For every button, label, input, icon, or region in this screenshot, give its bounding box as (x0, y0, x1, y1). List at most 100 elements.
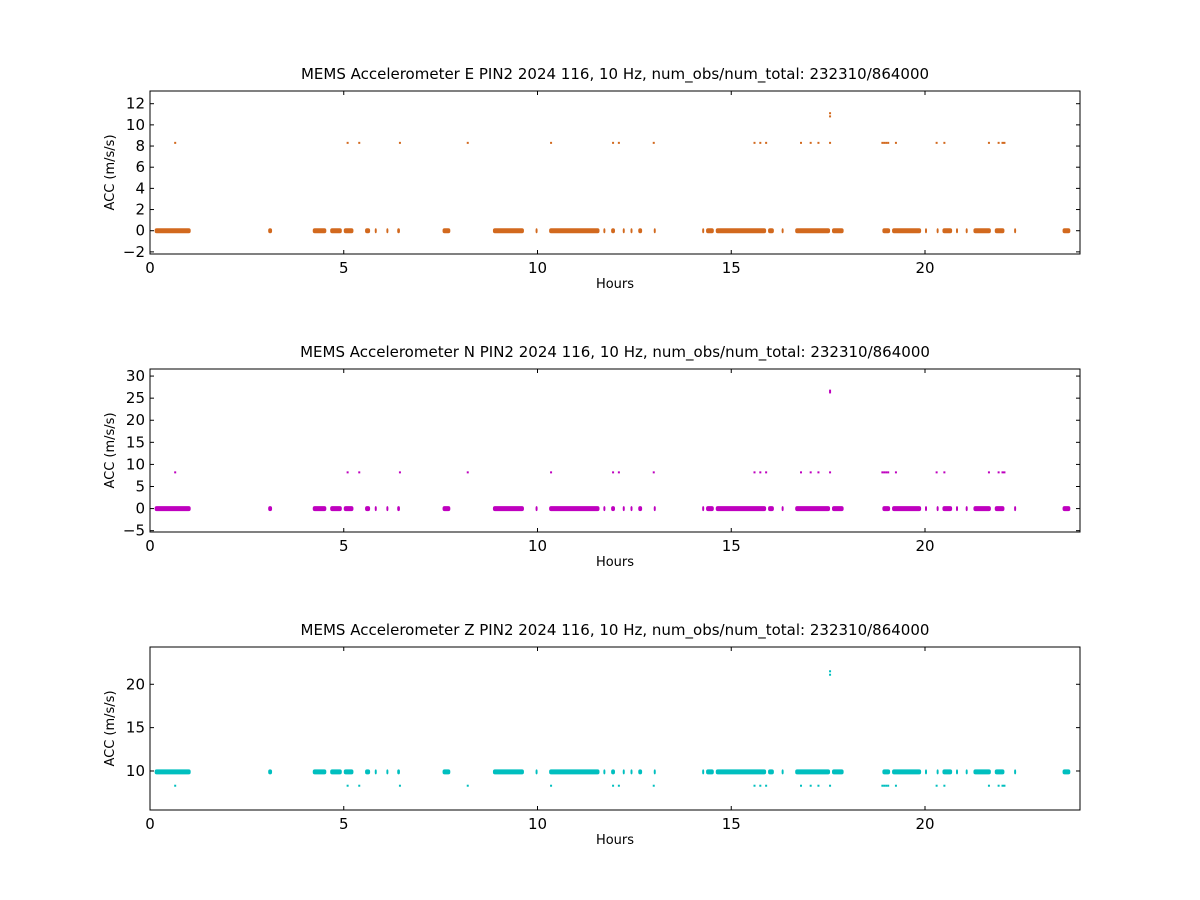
baseline-point-cluster (706, 506, 714, 512)
spike-point (765, 784, 768, 787)
baseline-point-cluster (925, 228, 927, 234)
y-tick-label: 12 (126, 95, 145, 113)
baseline-point-cluster (622, 228, 625, 234)
spike-point (612, 784, 615, 787)
spike-point (1001, 141, 1004, 144)
baseline-point-cluster (832, 228, 844, 234)
chart-title: MEMS Accelerometer E PIN2 2024 116, 10 H… (301, 65, 929, 84)
baseline-point-cluster (535, 506, 538, 512)
y-axis-label: ACC (m/s/s) (103, 690, 118, 766)
y-tick-label: 20 (126, 411, 145, 429)
baseline-point-cluster (892, 769, 922, 775)
spike-point (883, 784, 886, 787)
baseline-point-cluster (386, 769, 389, 775)
spike-point (887, 141, 890, 144)
baseline-point-cluster (706, 228, 714, 234)
spike-point (765, 141, 768, 144)
spike-point (887, 784, 890, 787)
spike-point (466, 471, 469, 474)
x-tick-label: 0 (145, 537, 155, 555)
spike-point (987, 471, 990, 474)
baseline-point-cluster (442, 769, 451, 775)
baseline-point-cluster (936, 769, 939, 775)
spike-point (943, 471, 946, 474)
y-tick-label: 10 (126, 116, 145, 134)
baseline-point-cluster (330, 506, 342, 512)
spike-point (800, 141, 802, 144)
baseline-point-cluster (535, 769, 538, 775)
plot-frame (149, 368, 1081, 533)
baseline-point-cluster (630, 506, 633, 512)
y-tick-label: −2 (123, 243, 145, 261)
baseline-point-cluster (442, 506, 451, 512)
baseline-point-cluster (942, 506, 953, 512)
baseline-point-cluster (611, 506, 615, 512)
spike-point (935, 784, 938, 787)
baseline-point-cluster (1014, 228, 1017, 234)
spike-point (883, 471, 886, 474)
spike-point (550, 471, 553, 474)
baseline-point-cluster (374, 769, 377, 775)
data-series (154, 670, 1071, 787)
baseline-point-cluster (1062, 769, 1071, 775)
x-axis-label: Hours (596, 277, 634, 292)
baseline-point-cluster (386, 228, 389, 234)
spike-point (466, 784, 469, 787)
baseline-point-cluster (397, 228, 400, 234)
outlier-point (829, 115, 832, 118)
baseline-point-cluster (365, 506, 371, 512)
x-tick-label: 15 (722, 259, 741, 277)
y-tick-label: 10 (126, 762, 145, 780)
subplot-0: MEMS Accelerometer E PIN2 2024 116, 10 H… (103, 65, 1081, 292)
baseline-point-cluster (343, 228, 354, 234)
subplot-1: MEMS Accelerometer N PIN2 2024 116, 10 H… (103, 343, 1081, 570)
spike-point (765, 471, 768, 474)
outlier-point (829, 391, 832, 394)
spike-point (759, 471, 762, 474)
baseline-point-cluster (638, 228, 643, 234)
x-tick-label: 10 (528, 537, 547, 555)
baseline-point-cluster (925, 769, 927, 775)
baseline-point-cluster (973, 769, 991, 775)
x-tick-label: 20 (915, 815, 934, 833)
y-tick-label: 10 (126, 455, 145, 473)
baseline-point-cluster (154, 506, 191, 512)
baseline-point-cluster (795, 228, 831, 234)
spike-point (829, 471, 832, 474)
data-series (154, 112, 1071, 234)
baseline-point-cluster (994, 506, 1005, 512)
baseline-point-cluster (492, 228, 524, 234)
baseline-point-cluster (1062, 506, 1071, 512)
baseline-point-cluster (956, 769, 958, 775)
x-axis-label: Hours (596, 833, 634, 848)
baseline-point-cluster (549, 506, 600, 512)
baseline-point-cluster (268, 506, 273, 512)
spike-point (829, 784, 832, 787)
baseline-point-cluster (892, 228, 922, 234)
spike-point (612, 471, 615, 474)
x-tick-label: 20 (915, 537, 934, 555)
baseline-point-cluster (154, 769, 191, 775)
baseline-point-cluster (942, 228, 953, 234)
baseline-point-cluster (268, 228, 273, 234)
baseline-point-cluster (653, 769, 656, 775)
outlier-point (829, 112, 832, 115)
spike-point (883, 141, 886, 144)
spike-point (817, 784, 820, 787)
baseline-point-cluster (374, 506, 377, 512)
baseline-point-cluster (936, 506, 939, 512)
baseline-point-cluster (956, 506, 958, 512)
y-tick-label: 30 (126, 367, 145, 385)
baseline-point-cluster (1014, 769, 1017, 775)
y-tick-label: 5 (135, 478, 145, 496)
x-tick-label: 20 (915, 259, 934, 277)
spike-point (174, 471, 177, 474)
baseline-point-cluster (942, 769, 953, 775)
baseline-point-cluster (781, 506, 784, 512)
baseline-point-cluster (965, 769, 968, 775)
baseline-point-cluster (768, 769, 774, 775)
spike-point (885, 471, 888, 474)
y-tick-label: 0 (135, 222, 145, 240)
baseline-point-cluster (312, 228, 327, 234)
